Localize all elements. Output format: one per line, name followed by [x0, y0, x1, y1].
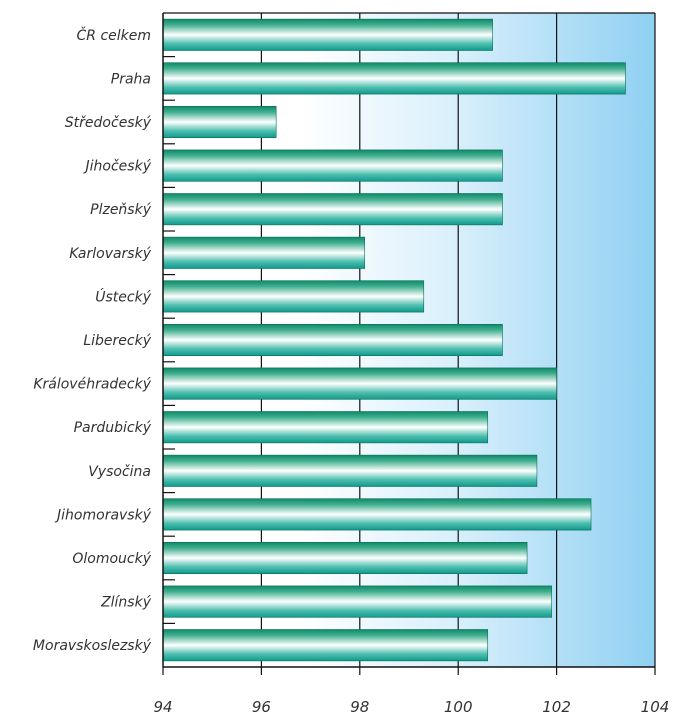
bar-7: [162, 324, 503, 356]
category-label-0: ČR celkem: [76, 26, 151, 44]
bar-9: [162, 411, 489, 444]
category-label-12: Olomoucký: [72, 551, 151, 567]
bar-5: [162, 236, 366, 269]
category-labels: ČR celkem Praha Středočeský Jihočeský Plzeňs…: [33, 26, 152, 654]
x-tick-label-5: 104: [641, 698, 670, 716]
x-tick-label-1: 96: [252, 698, 271, 716]
category-label-8: Královéhradecký: [33, 377, 151, 393]
axes: [162, 12, 656, 675]
x-tick-label-0: 94: [153, 698, 172, 716]
category-label-4: Plzeňský: [90, 202, 152, 218]
category-label-9: Pardubický: [74, 420, 152, 436]
category-label-2: Středočeský: [65, 115, 152, 131]
bar-2: [162, 106, 277, 138]
bar-1: [162, 62, 626, 95]
bar-3: [162, 149, 503, 182]
bar-0: [162, 18, 493, 51]
bar-14: [162, 629, 489, 662]
category-label-1: Praha: [111, 71, 151, 87]
bar-6: [162, 280, 425, 313]
category-label-10: Vysočina: [88, 464, 151, 480]
category-label-13: Zlínský: [100, 595, 152, 611]
category-label-5: Karlovarský: [69, 246, 151, 262]
category-label-11: Jihomoravský: [54, 507, 152, 523]
category-label-6: Ústecký: [95, 287, 151, 305]
bar-8: [162, 367, 557, 400]
category-label-3: Jihočeský: [83, 159, 152, 175]
bar-13: [162, 585, 552, 618]
bar-12: [162, 542, 528, 574]
x-tick-label-2: 98: [350, 698, 369, 716]
bar-11: [162, 498, 592, 531]
category-label-14: Moravskoslezský: [33, 638, 152, 654]
bar-4: [162, 193, 503, 226]
tick-labels: 94 96 98 100 102 104: [153, 698, 669, 716]
bar-10: [162, 454, 538, 487]
x-tick-label-4: 102: [542, 698, 571, 716]
bars: [162, 18, 626, 662]
category-label-7: Liberecký: [83, 333, 151, 349]
x-tick-label-3: 100: [444, 698, 473, 716]
